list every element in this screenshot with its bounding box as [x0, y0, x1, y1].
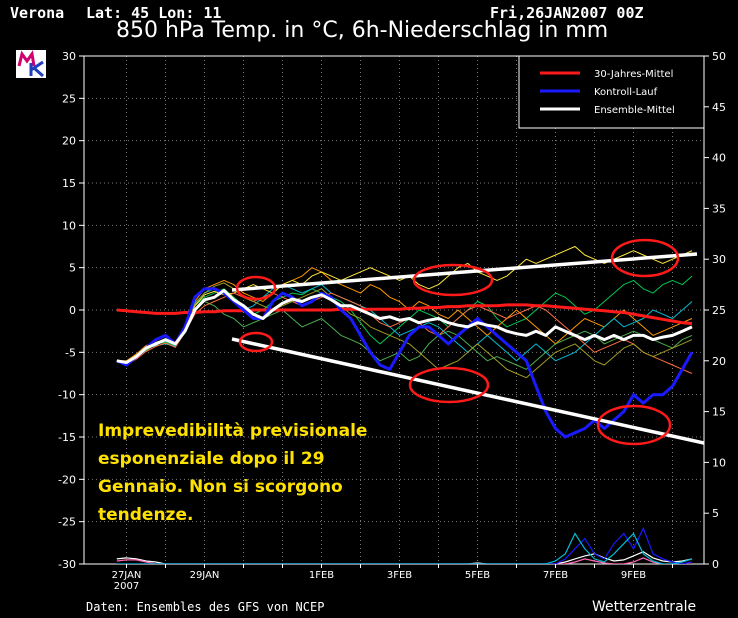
- annotation-line-4: tendenze.: [98, 505, 194, 525]
- run-time-label: Fri,26JAN2007 00Z: [490, 4, 644, 22]
- highlight-circle-2: [238, 331, 274, 353]
- y-tick-label-left: 20: [62, 135, 76, 148]
- series-line-kontroll-lauf: [116, 287, 694, 439]
- y-tick-label-right: 10: [712, 456, 726, 469]
- y-tick-label-right: 15: [712, 406, 726, 419]
- x-tick-label: 9FEB: [621, 570, 646, 581]
- precip-line: [116, 526, 693, 564]
- highlight-circle-5: [610, 238, 680, 278]
- y-tick-label-right: 35: [712, 202, 726, 215]
- brand-label: Wetterzentrale: [592, 599, 697, 615]
- y-tick-label-right: 45: [712, 101, 726, 114]
- y-tick-label-right: 50: [712, 50, 726, 63]
- x-tick-label: 29JAN: [190, 570, 220, 581]
- series-group: [116, 246, 694, 439]
- y-axis-left: -30 -25 -20 -15 -10 -5 0 5 10 15 20 25 30: [58, 50, 84, 571]
- y-tick-label-left: -25: [58, 516, 76, 529]
- y-tick-label-left: 10: [62, 219, 76, 232]
- series-line-ensemble-mittel: [116, 289, 693, 364]
- y-tick-label-right: 0: [712, 558, 719, 571]
- y-tick-label-left: -15: [58, 431, 76, 444]
- coords-label: Lat: 45 Lon: 11: [86, 4, 222, 22]
- y-tick-label-left: 0: [69, 304, 76, 317]
- series-line-30-jahres-mittel: [116, 303, 693, 325]
- annotation-line-3: Gennaio. Non si scorgono: [98, 477, 343, 497]
- y-tick-label-left: 30: [62, 50, 76, 63]
- highlight-circle-4: [408, 366, 490, 404]
- y-tick-label-left: -10: [58, 389, 76, 402]
- precip-line: [116, 557, 692, 564]
- legend: 30-Jahres-Mittel Kontroll-Lauf Ensemble-Mi…: [518, 55, 705, 129]
- logo-m-mark: [17, 50, 36, 67]
- x-tick-label: 27JAN: [112, 570, 142, 581]
- precip-group: [116, 526, 693, 564]
- y-tick-label-left: 15: [62, 177, 76, 190]
- lower-trend-line: [231, 337, 704, 445]
- y-tick-label-right: 20: [712, 355, 726, 368]
- x-tick-sublabel: 2007: [114, 581, 139, 592]
- logo-k-mark: [29, 60, 44, 78]
- x-tick-label: 5FEB: [465, 570, 490, 581]
- x-tick-label: 1FEB: [309, 570, 334, 581]
- y-tick-label-right: 30: [712, 253, 726, 266]
- annotation-line-1: Imprevedibilità previsionale: [98, 421, 368, 441]
- y-tick-label-left: -30: [58, 558, 76, 571]
- precip-line: [116, 532, 693, 564]
- y-tick-label-left: -5: [65, 346, 76, 359]
- chart-title: 850 hPa Temp. in °C, 6h-Niederschlag in …: [116, 18, 609, 43]
- legend-label: Kontroll-Lauf: [594, 87, 658, 98]
- grid: [84, 56, 704, 564]
- highlight-circle-1: [235, 275, 277, 301]
- annotation-text: Imprevedibilità previsionale esponenzial…: [98, 417, 367, 529]
- series-line-member-1: [116, 275, 693, 364]
- x-tick-label: 7FEB: [543, 570, 568, 581]
- hand-drawn-overlay: [231, 238, 704, 446]
- x-tick-label: 3FEB: [387, 570, 412, 581]
- series-line-member-2: [116, 267, 693, 362]
- annotation-line-2: esponenziale dopo il 29: [98, 449, 325, 469]
- y-tick-label-left: -20: [58, 473, 76, 486]
- highlight-circle-6: [596, 404, 672, 446]
- y-tick-label-left: 5: [69, 262, 76, 275]
- legend-label: Ensemble-Mittel: [594, 105, 675, 116]
- data-source: Daten: Ensembles des GFS von NCEP: [86, 600, 325, 614]
- location-label: Verona: [10, 4, 65, 22]
- upper-trend-line: [231, 252, 698, 292]
- logo: [16, 50, 46, 78]
- y-tick-label-left: 25: [62, 92, 76, 105]
- precip-line: [116, 551, 693, 564]
- y-tick-label-right: 5: [712, 507, 719, 520]
- y-tick-label-right: 40: [712, 152, 726, 165]
- legend-label: 30-Jahres-Mittel: [594, 69, 673, 80]
- y-axis-right: 0 5 10 15 20 25 30 35 40 45 50: [704, 50, 726, 571]
- highlight-circle-3: [412, 263, 494, 297]
- y-tick-label-right: 25: [712, 304, 726, 317]
